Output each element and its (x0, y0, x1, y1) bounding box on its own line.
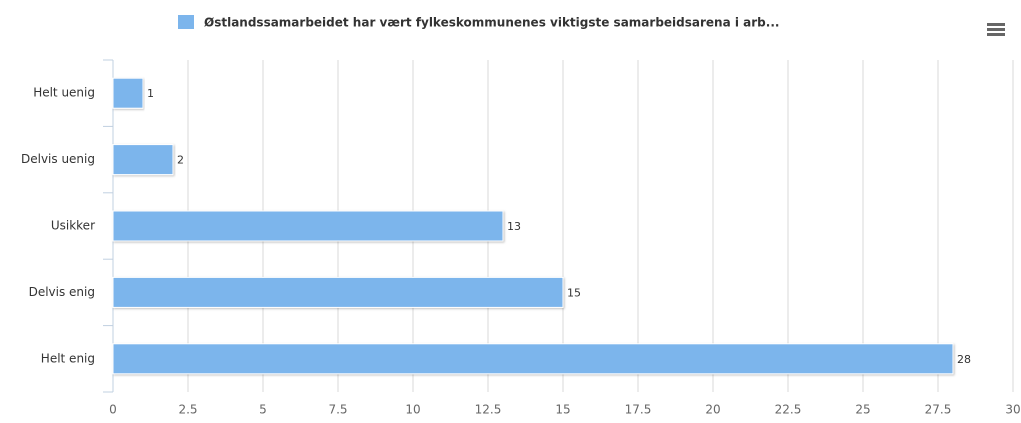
bar (112, 144, 174, 176)
y-tick-label: Helt uenig (33, 86, 95, 100)
y-tick-label: Delvis enig (29, 285, 95, 299)
x-tick-label: 25 (855, 403, 870, 417)
x-tick-label: 22.5 (775, 403, 802, 417)
x-tick-label: 15 (555, 403, 570, 417)
x-tick-label: 0 (109, 403, 117, 417)
bar (112, 210, 504, 242)
data-label: 2 (177, 154, 184, 167)
x-tick-label: 10 (405, 403, 420, 417)
data-label: 28 (957, 353, 971, 366)
bar (112, 77, 144, 109)
menu-line (987, 28, 1005, 31)
menu-button[interactable] (987, 23, 1005, 36)
x-tick-label: 20 (705, 403, 720, 417)
x-tick-label: 2.5 (178, 403, 197, 417)
legend-swatch (178, 15, 194, 29)
y-tick-label: Helt enig (41, 351, 95, 365)
data-label: 1 (147, 87, 154, 100)
legend-label: Østlandssamarbeidet har vært fylkeskommu… (204, 16, 779, 30)
x-tick-label: 12.5 (475, 403, 502, 417)
menu-line (987, 23, 1005, 26)
x-tick-label: 7.5 (328, 403, 347, 417)
x-tick-label: 30 (1005, 403, 1020, 417)
x-tick-label: 5 (259, 403, 267, 417)
y-tick-label: Usikker (51, 219, 95, 233)
menu-line (987, 33, 1005, 36)
legend[interactable]: Østlandssamarbeidet har vært fylkeskommu… (178, 15, 779, 30)
y-tick-label: Delvis uenig (21, 152, 95, 166)
data-label: 13 (507, 220, 521, 233)
bar (112, 276, 564, 308)
data-label: 15 (567, 286, 581, 299)
x-tick-label: 17.5 (625, 403, 652, 417)
x-tick-label: 27.5 (925, 403, 952, 417)
bar (112, 343, 954, 375)
